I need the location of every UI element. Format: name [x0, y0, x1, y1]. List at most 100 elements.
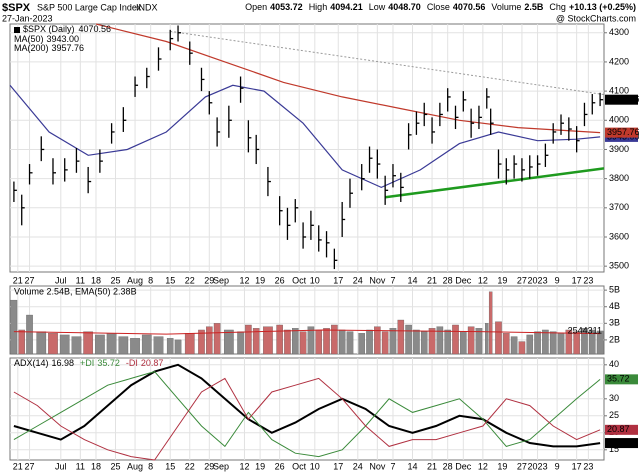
- x-tick-label: 19: [255, 275, 265, 285]
- volume-bar: [245, 324, 252, 355]
- x-tick-label: 2023: [528, 275, 548, 285]
- value-tag-label: 20.87: [607, 424, 630, 434]
- legend-entry: $SPX (Daily) 4070.56: [23, 24, 111, 34]
- volume-bar: [444, 329, 451, 355]
- legend-entry: MA(200) 3957.76: [14, 43, 84, 53]
- legend-value: 4070.56: [79, 24, 112, 34]
- source: @ StockCharts.com: [556, 13, 636, 23]
- volume-bar: [485, 323, 489, 355]
- value-tag-label: 4070.56: [607, 94, 639, 104]
- x-tick-label: 14: [408, 461, 418, 471]
- x-tick-label: 21: [427, 275, 437, 285]
- volume-bar: [381, 331, 389, 355]
- volume-bar: [276, 324, 283, 355]
- volume-bar: [573, 331, 580, 355]
- x-tick-label: 14: [408, 275, 418, 285]
- y-tick-label: 3600: [609, 231, 629, 241]
- volume-bar: [263, 326, 273, 355]
- y-tick-label: 3B: [609, 318, 620, 328]
- x-tick-label: 22: [185, 275, 195, 285]
- y-tick-label: 30: [609, 393, 619, 403]
- x-tick-label: 2023: [528, 461, 548, 471]
- exchange: INDX: [136, 2, 158, 12]
- x-tick-label: 21: [427, 461, 437, 471]
- x-tick-label: 26: [275, 275, 285, 285]
- volume-bar: [36, 331, 47, 355]
- x-tick-label: Jul: [55, 275, 67, 285]
- x-tick-label: 25: [111, 461, 121, 471]
- volume-bar: [95, 334, 105, 355]
- x-tick-label: 21: [13, 275, 23, 285]
- legend-name: $SPX (Daily): [23, 24, 75, 34]
- x-tick-label: 26: [275, 461, 285, 471]
- value-tag-label: 16.98: [607, 437, 630, 447]
- x-tick-label: Sep: [213, 275, 229, 285]
- x-tick-label: 22: [185, 461, 195, 471]
- volume-bar: [237, 331, 244, 355]
- legend-swatch: [14, 27, 20, 33]
- volume-bar: [510, 336, 518, 355]
- legend-value: 3957.76: [52, 43, 85, 53]
- volume-bar: [549, 331, 557, 355]
- date: 27-Jan-2023: [2, 13, 53, 23]
- volume-bar: [358, 333, 365, 355]
- volume-bar: [589, 329, 596, 355]
- volume-bar: [346, 331, 354, 355]
- volume-bar: [331, 324, 338, 355]
- legend-entry: MA(50) 3943.00: [14, 34, 79, 44]
- volume-bar: [299, 331, 307, 355]
- volume-bar: [18, 329, 25, 355]
- volume-bar: [557, 333, 565, 355]
- indicator-line: [13, 377, 601, 461]
- x-tick-label: 24: [353, 461, 363, 471]
- volume-bar: [83, 331, 93, 355]
- volume-bar: [397, 319, 405, 355]
- y-tick-label: 3800: [609, 173, 629, 183]
- x-tick-label: 12: [239, 461, 249, 471]
- symbol: $SPX: [2, 2, 31, 14]
- volume-bar: [405, 324, 412, 355]
- legend-value: 16.98: [52, 358, 75, 368]
- quote-value: 4070.56: [453, 2, 486, 12]
- quote-label: Volume: [491, 2, 521, 12]
- volume-bar: [534, 331, 541, 355]
- x-tick-label: 10: [310, 275, 320, 285]
- volume-bar: [488, 291, 493, 355]
- volume-bar: [198, 329, 205, 355]
- x-tick-label: Oct: [292, 275, 307, 285]
- volume-bar: [452, 324, 459, 355]
- volume-last: 2544311: [568, 325, 602, 335]
- legend-name: ADX(14): [14, 358, 49, 368]
- x-tick-label: 23: [583, 275, 593, 285]
- x-tick-label: 21: [13, 461, 23, 471]
- volume-bar: [565, 329, 573, 355]
- volume-bar: [475, 328, 483, 355]
- volume-bar: [495, 321, 502, 355]
- volume-bar: [542, 329, 549, 355]
- x-tick-label: 27: [517, 461, 527, 471]
- quote-value: 2.5B: [524, 2, 544, 12]
- x-tick-label: Dec: [455, 461, 472, 471]
- volume-bar: [389, 328, 397, 355]
- value-tag: [605, 127, 638, 138]
- x-tick-label: 28: [443, 461, 453, 471]
- indicator-line: [13, 363, 601, 448]
- volume-bar: [26, 314, 33, 355]
- legend-entry: ADX(14) 16.98 +DI 35.72 -DI 20.87: [14, 358, 163, 368]
- x-tick-label: 23: [583, 461, 593, 471]
- x-tick-label: 9: [555, 275, 560, 285]
- y-tick-label: 40: [609, 359, 619, 369]
- x-tick-label: 18: [91, 275, 101, 285]
- y-tick-label: 5B: [609, 285, 620, 295]
- x-tick-label: 19: [497, 461, 507, 471]
- x-tick-label: 7: [390, 461, 395, 471]
- trendline: [170, 30, 605, 96]
- volume-bar: [284, 329, 291, 355]
- x-tick-label: 10: [310, 461, 320, 471]
- volume-ema: [13, 329, 601, 335]
- x-tick-label: 17: [333, 275, 343, 285]
- volume-bar: [71, 336, 82, 355]
- volume-bar: [315, 329, 323, 355]
- volume-bar: [206, 326, 213, 355]
- value-tag: [605, 374, 638, 385]
